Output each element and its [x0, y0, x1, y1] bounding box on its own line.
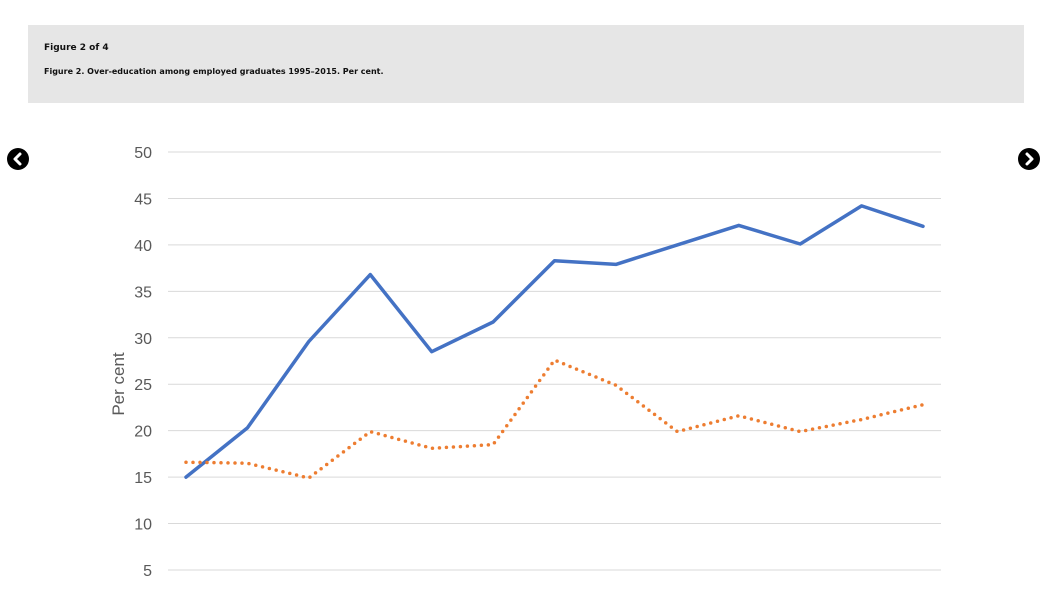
y-tick-label: 25 — [134, 377, 152, 394]
gridlines — [168, 151, 941, 571]
figure-counter: Figure 2 of 4 — [44, 43, 109, 53]
y-axis-title: Per cent — [109, 352, 128, 416]
y-tick-label: 30 — [134, 331, 152, 348]
chevron-right-circle-icon — [1025, 152, 1034, 166]
y-tick-label: 10 — [134, 517, 152, 534]
y-tick-label: 35 — [134, 284, 152, 301]
y-tick-label: 45 — [134, 191, 152, 208]
y-tick-label: 40 — [134, 238, 152, 255]
y-tick-label: 15 — [134, 470, 152, 487]
series-lines — [184, 204, 925, 480]
y-tick-labels: 5 10 15 20 25 30 35 40 45 50 — [134, 145, 152, 580]
chevron-left-circle-icon — [13, 152, 22, 166]
previous-figure-button[interactable] — [7, 148, 29, 170]
figure-caption: Figure 2. Over-education among employed … — [44, 67, 384, 76]
y-tick-label: 50 — [134, 145, 152, 162]
y-tick-label: 5 — [143, 563, 152, 580]
series-line-1 — [184, 204, 925, 479]
next-figure-button[interactable] — [1018, 148, 1040, 170]
series-line-2 — [184, 358, 925, 480]
y-tick-label: 20 — [134, 424, 152, 441]
figure-caption-box: Figure 2 of 4 Figure 2. Over-education a… — [28, 25, 1024, 103]
